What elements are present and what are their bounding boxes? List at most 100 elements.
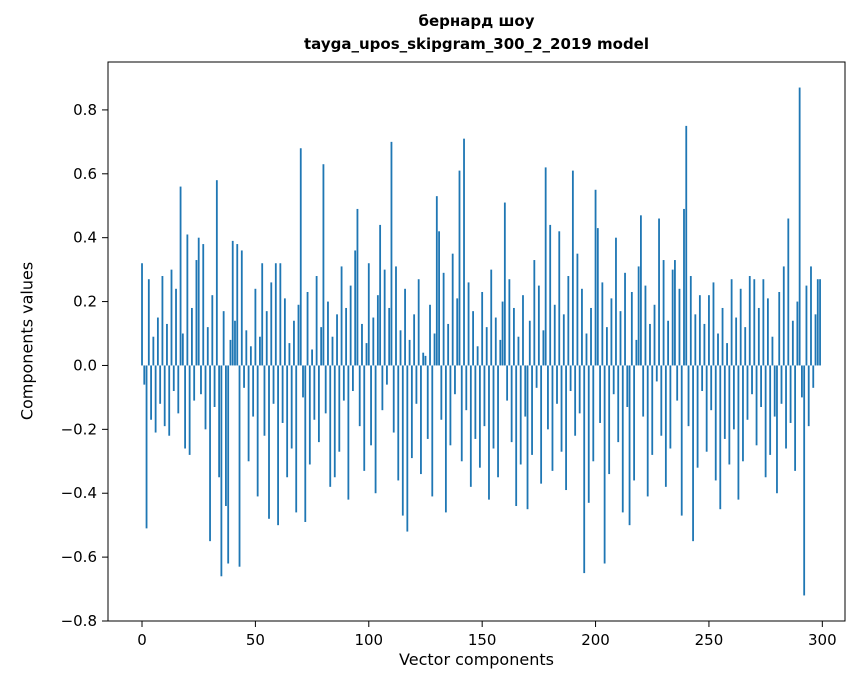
bar	[395, 266, 397, 366]
bar	[671, 269, 674, 366]
bar	[660, 365, 663, 436]
bar	[540, 365, 543, 484]
y-tick-label: −0.2	[61, 420, 97, 438]
bar	[388, 307, 391, 366]
bar	[354, 250, 357, 366]
bar	[356, 208, 359, 366]
bar	[317, 365, 320, 443]
bar	[320, 327, 323, 366]
y-tick-label: −0.4	[61, 484, 97, 502]
bar	[630, 291, 633, 366]
bar	[789, 365, 792, 423]
bar	[349, 285, 352, 366]
bar	[807, 365, 810, 427]
bar	[156, 317, 159, 366]
bar	[780, 365, 783, 404]
bar	[528, 320, 531, 366]
bar	[621, 365, 624, 513]
bar	[537, 285, 540, 366]
bar	[469, 365, 472, 487]
bar	[143, 365, 146, 385]
bar	[188, 365, 191, 455]
bar	[383, 269, 386, 366]
bar	[615, 237, 617, 366]
bar	[315, 276, 318, 366]
bar	[723, 365, 726, 439]
bar	[567, 276, 570, 366]
bar	[533, 260, 536, 366]
bar	[617, 365, 620, 443]
bar	[295, 365, 298, 513]
bar	[710, 365, 713, 411]
bar	[302, 365, 304, 398]
bar	[186, 234, 189, 366]
bar	[145, 365, 148, 529]
bar	[376, 295, 379, 366]
bar	[610, 298, 613, 366]
bar	[406, 365, 409, 532]
bar	[327, 301, 329, 366]
bar	[601, 282, 604, 366]
bar	[785, 365, 787, 449]
bar	[497, 365, 499, 478]
bar	[211, 295, 214, 366]
bar	[413, 314, 416, 366]
bar	[478, 365, 481, 468]
bar	[204, 365, 207, 430]
bar	[683, 208, 685, 366]
bar	[308, 365, 311, 465]
bar	[277, 365, 279, 526]
bar	[442, 272, 445, 366]
bar	[338, 365, 341, 452]
bar	[737, 365, 740, 500]
bar	[272, 365, 275, 404]
bar	[717, 333, 719, 366]
bar	[646, 365, 649, 497]
bar	[220, 365, 223, 577]
bar	[640, 215, 642, 366]
bar	[234, 320, 236, 366]
bar	[628, 365, 631, 526]
bar	[644, 285, 647, 366]
bar	[712, 282, 715, 366]
bar	[816, 279, 819, 366]
bar	[429, 304, 431, 366]
bar	[692, 365, 694, 542]
bar	[399, 330, 402, 366]
bar	[719, 365, 722, 510]
bar	[669, 365, 672, 449]
bar	[370, 365, 372, 446]
bar	[701, 365, 704, 392]
bar	[569, 365, 572, 392]
bar	[748, 276, 751, 366]
chart-title: бернард шоу tayga_upos_skipgram_300_2_20…	[108, 10, 845, 55]
bar	[231, 240, 234, 366]
bar	[746, 365, 749, 420]
bar	[172, 365, 175, 392]
bar	[283, 298, 286, 366]
bar	[483, 365, 486, 427]
bar	[485, 327, 488, 366]
bar	[367, 263, 370, 366]
bar	[329, 365, 332, 487]
bar	[594, 189, 597, 366]
bar	[293, 320, 295, 366]
bar	[195, 260, 198, 366]
bar	[585, 333, 588, 366]
bar	[703, 323, 706, 366]
bar	[227, 365, 230, 564]
bar	[506, 365, 509, 401]
bar	[812, 365, 815, 388]
bar	[501, 301, 504, 366]
y-tick-label: −0.6	[61, 548, 97, 566]
chart-title-line1: бернард шоу	[418, 12, 535, 30]
bar	[206, 327, 209, 366]
bar	[635, 339, 638, 366]
bar	[449, 365, 452, 446]
bar	[499, 339, 502, 366]
bar	[510, 365, 513, 443]
bar	[358, 365, 361, 427]
bar	[170, 269, 173, 366]
bar	[678, 288, 681, 366]
